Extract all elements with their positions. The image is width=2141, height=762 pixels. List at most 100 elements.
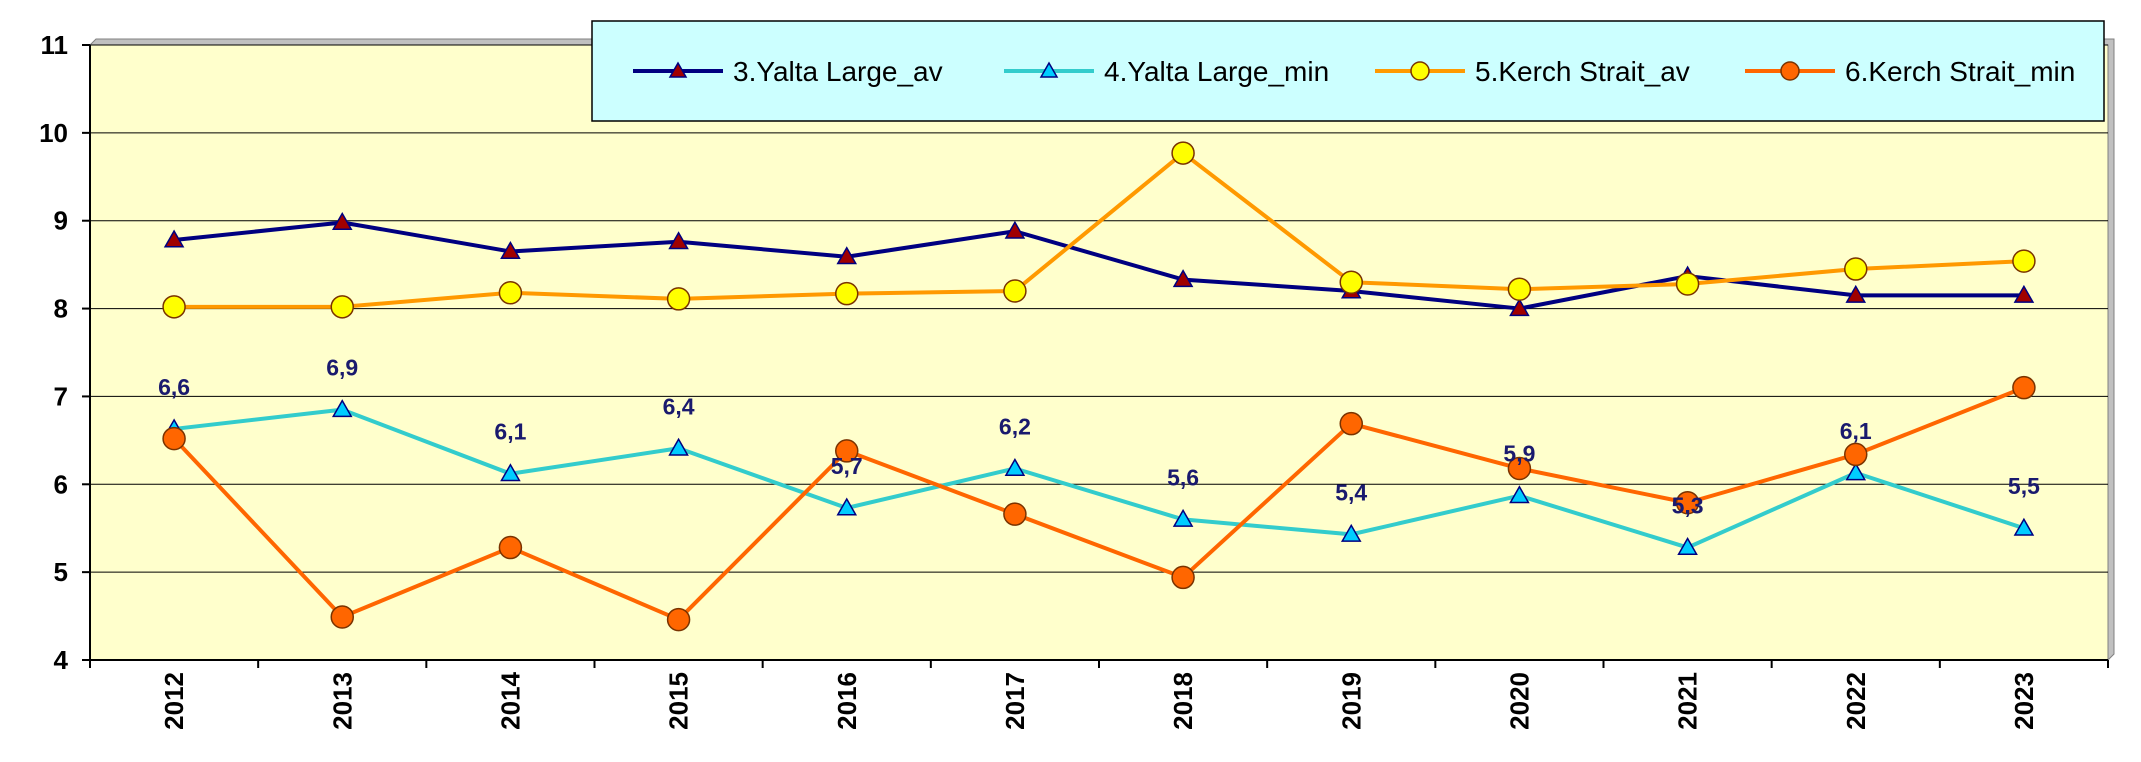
- data-point: [1677, 537, 1698, 556]
- data-point: [1507, 456, 1532, 481]
- data-point: [1675, 272, 1700, 296]
- data-point: [1339, 270, 1363, 294]
- data-label: 5,6: [1167, 464, 1199, 490]
- legend-label: 3.Yalta Large_av: [733, 56, 943, 87]
- data-point: [1171, 565, 1195, 590]
- x-tick-label: 2018: [1168, 672, 1198, 730]
- legend-box: [591, 20, 2105, 122]
- y-tick-label: 11: [41, 30, 69, 60]
- legend-marker: [1780, 61, 1800, 81]
- legend-label: 6.Kerch Strait_min: [1845, 56, 2075, 87]
- data-point: [1003, 502, 1027, 526]
- data-point: [666, 607, 691, 632]
- series-2: [163, 399, 2035, 556]
- x-tick-label: 2023: [2009, 672, 2039, 730]
- series-line: [173, 220, 2024, 311]
- data-point: [1172, 508, 1194, 527]
- x-tick-label: 2021: [1673, 672, 1703, 730]
- data-point: [1509, 298, 1530, 317]
- series-line: [173, 407, 2025, 550]
- data-point: [1004, 457, 1026, 476]
- series-line: [172, 385, 2025, 622]
- data-label: 6,1: [1840, 418, 1872, 444]
- data-point: [500, 240, 521, 259]
- data-labels: 6,6 6,9 6,1 6,4 5,7 6,2 5,6 5,4 5,9 5,3 6,1 5,5: [158, 355, 2040, 519]
- data-point: [1507, 277, 1532, 301]
- legend-label: 4.Yalta Large_min: [1104, 56, 1329, 87]
- data-point: [1844, 442, 1868, 467]
- legend-marker: [668, 61, 688, 78]
- y-tick-label: 4: [54, 645, 69, 675]
- legend-entry: 4.Yalta Large_min: [1004, 56, 1329, 87]
- legend-entry: 6.Kerch Strait_min: [1745, 56, 2075, 87]
- data-label: 5,4: [1335, 479, 1367, 505]
- data-label: 6,1: [494, 419, 526, 445]
- data-point: [1845, 284, 1867, 303]
- legend-entry: 3.Yalta Large_av: [633, 56, 943, 87]
- data-point: [498, 535, 523, 560]
- x-tick-label: 2019: [1336, 672, 1366, 730]
- data-point: [836, 497, 858, 516]
- legend: 3.Yalta Large_av 4.Yalta Large_min 5.Kerch…: [591, 20, 2105, 122]
- legend-marker: [1410, 61, 1430, 81]
- data-point: [1171, 141, 1195, 165]
- y-tick-label: 8: [54, 294, 68, 324]
- plot-area: [88, 38, 2115, 662]
- x-tick-label: 2020: [1504, 672, 1534, 730]
- data-point: [668, 231, 689, 250]
- y-tick-label: 5: [54, 557, 68, 587]
- data-label: 5,9: [1503, 441, 1535, 467]
- data-point: [1004, 220, 1026, 239]
- data-point: [331, 211, 353, 230]
- data-label: 6,6: [158, 374, 190, 400]
- y-tick-label: 6: [54, 469, 68, 499]
- data-point: [2013, 517, 2035, 536]
- data-point: [1845, 462, 1867, 481]
- data-point: [1675, 490, 1700, 515]
- series-4: [162, 375, 2036, 632]
- data-point: [2013, 284, 2035, 303]
- data-point: [836, 246, 858, 265]
- x-tick-label: 2012: [159, 672, 189, 730]
- data-point: [1509, 485, 1530, 504]
- data-point: [1340, 523, 1362, 542]
- data-label: 5,5: [2008, 473, 2040, 499]
- data-label: 5,7: [831, 453, 863, 479]
- data-label: 6,2: [999, 413, 1031, 439]
- data-point: [500, 463, 521, 482]
- legend-entry: 5.Kerch Strait_av: [1375, 56, 1690, 87]
- data-point: [666, 287, 691, 311]
- y-tick-label: 10: [39, 118, 68, 148]
- legend-marker: [1039, 61, 1059, 78]
- data-label: 6,9: [326, 355, 358, 381]
- data-point: [668, 437, 689, 456]
- x-tick-label: 2014: [495, 671, 525, 729]
- data-point: [1339, 411, 1363, 436]
- x-tick-label: 2016: [832, 672, 862, 730]
- data-point: [498, 281, 523, 305]
- data-point: [331, 399, 353, 418]
- data-point: [162, 426, 186, 451]
- y-tick-label: 9: [54, 206, 68, 236]
- data-point: [835, 281, 859, 306]
- data-point: [1003, 279, 1027, 303]
- data-point: [835, 439, 859, 463]
- y-tick-label: 7: [54, 381, 68, 411]
- data-label: 5,3: [1672, 493, 1704, 519]
- data-point: [162, 295, 186, 319]
- data-point: [330, 605, 354, 629]
- data-point: [1172, 269, 1194, 288]
- data-point: [1844, 257, 1868, 281]
- data-point: [2012, 375, 2036, 400]
- plot-background: [89, 44, 2109, 661]
- x-tick-label: 2015: [664, 672, 694, 730]
- x-tick-label: 2013: [327, 672, 357, 730]
- axes: 4 5 6 7 8 9 10 11 2012 2013 2014 2015 2016 2017 2018 20…: [39, 30, 2109, 730]
- data-label: 6,4: [663, 393, 695, 419]
- legend-label: 5.Kerch Strait_av: [1475, 56, 1690, 87]
- x-tick-label: 2022: [1841, 672, 1871, 730]
- series-group: [162, 141, 2036, 632]
- data-point: [163, 229, 185, 248]
